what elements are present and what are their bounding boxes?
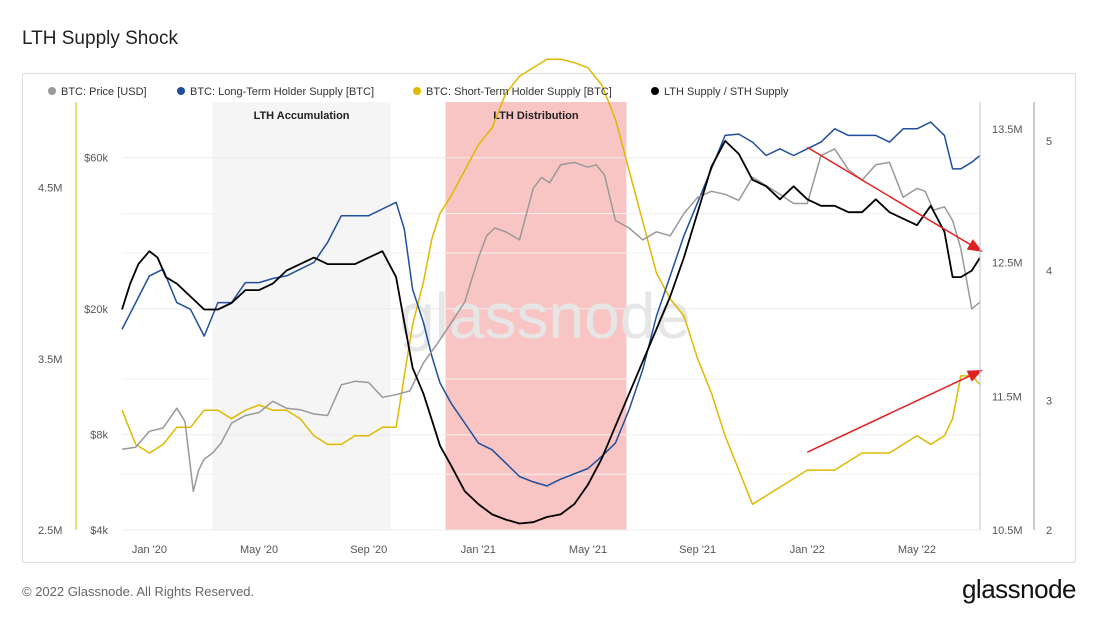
lth-axis-tick: 13.5M [992,124,1023,136]
sth-axis-tick: 3.5M [38,354,62,366]
price-axis-tick: $8k [90,430,108,442]
ratio-axis-tick: 2 [1046,525,1052,537]
x-axis-tick: Jan '20 [132,544,167,556]
lth-axis-tick: 12.5M [992,258,1023,270]
legend-label: LTH Supply / STH Supply [664,86,789,98]
trend-arrow-ratio [806,146,983,252]
ratio-axis-tick: 4 [1046,266,1052,278]
sth-axis-tick: 4.5M [38,183,62,195]
legend-label: BTC: Short-Term Holder Supply [BTC] [426,86,612,98]
price-axis-tick: $4k [90,525,108,537]
grid-layer [122,157,980,531]
legend-marker [48,87,56,95]
series-line-sth [121,58,981,506]
x-axis-tick: May '21 [569,544,607,556]
x-axis-tick: Sep '21 [679,544,716,556]
series-line-price [121,148,981,493]
legend-label: BTC: Price [USD] [61,86,147,98]
band-accumulation [212,102,391,530]
legend-label: BTC: Long-Term Holder Supply [BTC] [190,86,374,98]
series-line-ratio [121,139,981,525]
legend-item-lth[interactable]: BTC: Long-Term Holder Supply [BTC] [177,86,374,98]
ratio-axis-tick: 5 [1046,136,1052,148]
copyright-footer: © 2022 Glassnode. All Rights Reserved. [22,584,255,599]
glassnode-logo: glassnode [961,574,1077,604]
x-axis-tick: Jan '21 [461,544,496,556]
band-label: LTH Distribution [493,110,579,122]
lth-axis-tick: 10.5M [992,525,1023,537]
annotation-layer [806,146,983,453]
legend: BTC: Price [USD] BTC: Long-Term Holder Su… [48,86,789,98]
ratio-axis-tick: 3 [1046,395,1052,407]
chart-title: LTH Supply Shock [22,28,178,49]
watermark: glassnode [399,280,691,352]
band-distribution [445,102,627,530]
legend-item-sth[interactable]: BTC: Short-Term Holder Supply [BTC] [413,86,612,98]
legend-item-price[interactable]: BTC: Price [USD] [48,86,147,98]
x-axis-tick: May '20 [240,544,278,556]
legend-item-ratio[interactable]: LTH Supply / STH Supply [651,86,789,98]
price-axis-tick: $60k [84,153,108,165]
x-axis-tick: May '22 [898,544,936,556]
x-axis-tick: Jan '22 [790,544,825,556]
legend-marker [177,87,185,95]
series-line-lth [121,121,981,487]
legend-marker [651,87,659,95]
axes-layer: 2.5M 3.5M 4.5M $4k $8k $20k $60k 10.5M 11.5M 12.5… [38,102,1052,556]
lth-axis-tick: 11.5M [992,391,1022,403]
bands-layer: LTH Accumulation LTH Distribution [212,102,627,530]
band-label: LTH Accumulation [254,110,350,122]
chart-frame [22,73,1076,563]
trend-arrow-sth [806,369,983,453]
legend-marker [413,87,421,95]
price-axis-tick: $20k [84,304,108,316]
series-layer [121,58,981,525]
sth-axis-tick: 2.5M [38,525,62,537]
x-axis-tick: Sep '20 [350,544,387,556]
